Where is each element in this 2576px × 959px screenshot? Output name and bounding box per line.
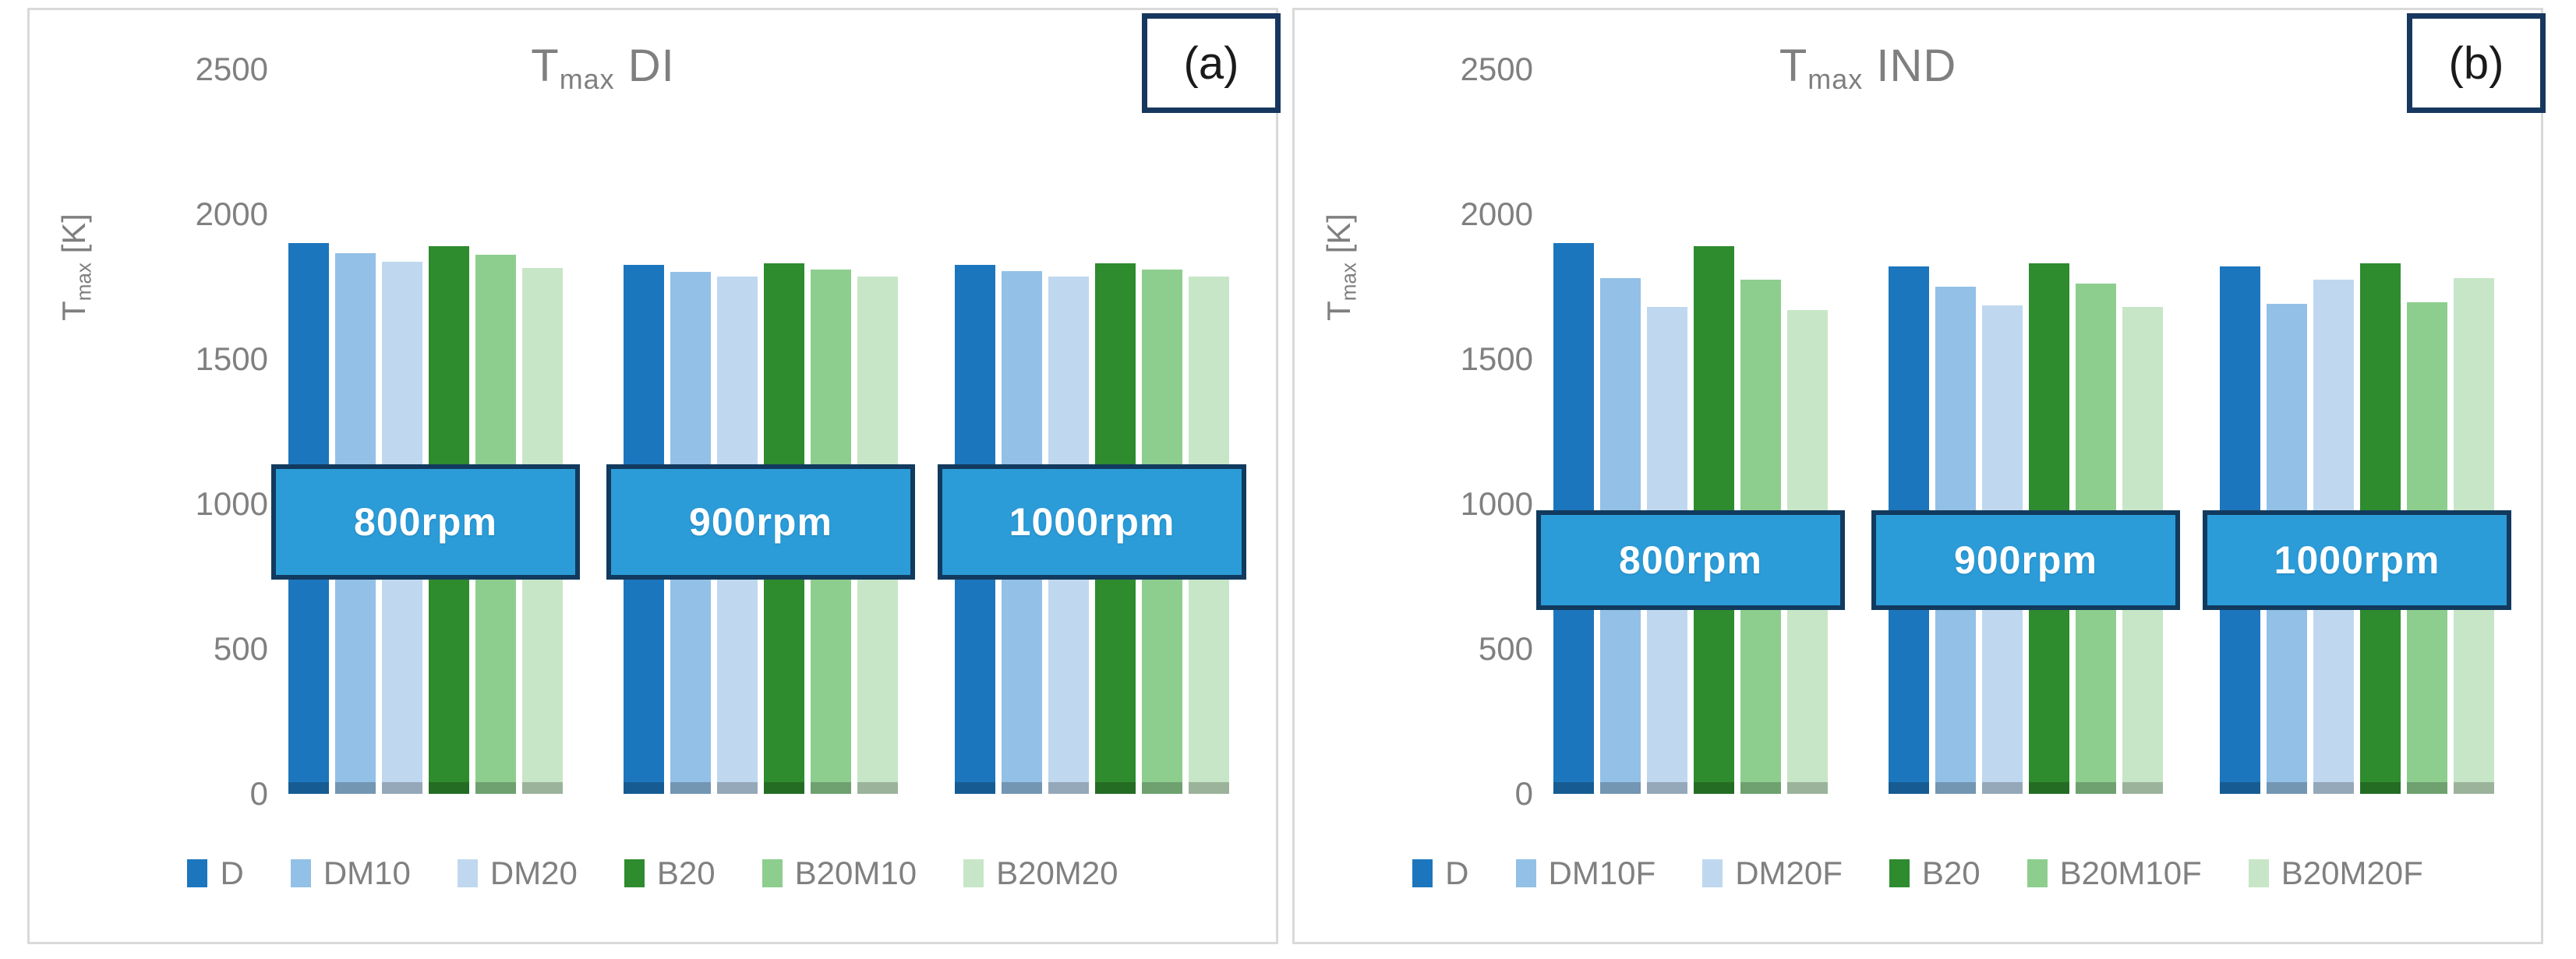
category-label-box-900rpm: 900rpm <box>1871 510 2180 610</box>
legend-item-D: D <box>187 855 244 892</box>
legend-swatch <box>624 859 645 887</box>
bar-group-800rpm <box>1553 69 1828 794</box>
legend-swatch <box>290 859 311 887</box>
subfigure-label: (b) <box>2448 37 2504 89</box>
legend-swatch <box>187 859 208 887</box>
category-label-box-800rpm: 800rpm <box>271 464 580 580</box>
y-tick-label: 2500 <box>1460 51 1533 87</box>
legend-label: DM10 <box>323 855 411 891</box>
legend-label: B20 <box>1921 855 1981 891</box>
category-label-box-1000rpm: 1000rpm <box>2203 510 2511 610</box>
category-label: 1000rpm <box>1009 500 1175 544</box>
category-label: 1000rpm <box>2274 538 2440 582</box>
legend-item-DM10F: DM10F <box>1515 855 1656 892</box>
plot-area: 800rpm 900rpm 1000rpm <box>1536 69 2511 794</box>
y-tick-label: 500 <box>1478 630 1533 667</box>
legend-label: B20M10F <box>2059 855 2202 891</box>
y-tick-label: 2000 <box>195 196 268 232</box>
legend-label: D <box>220 855 244 891</box>
category-label: 900rpm <box>689 500 832 544</box>
category-label: 800rpm <box>1619 538 1762 582</box>
legend-item-B20M10: B20M10 <box>761 855 917 892</box>
y-tick-label: 0 <box>1514 775 1533 812</box>
legend-swatch <box>457 859 478 887</box>
subfigure-label: (a) <box>1183 37 1239 89</box>
legend: D DM10 DM20 B20 B20M10 B20M20 <box>30 850 1276 897</box>
bar-group-1000rpm <box>955 69 1229 794</box>
legend-swatch <box>963 859 984 887</box>
chart-title: Tmax IND <box>1779 41 1957 96</box>
y-tick-label: 1000 <box>1460 485 1533 522</box>
category-label-box-900rpm: 900rpm <box>606 464 915 580</box>
bar-group-900rpm <box>1889 69 2163 794</box>
y-axis-ticks: 0 500 1000 1500 2000 2500 <box>30 51 268 812</box>
legend-swatch <box>2027 859 2048 887</box>
legend-item-DM20F: DM20F <box>1702 855 1843 892</box>
y-tick-label: 2000 <box>1460 196 1533 232</box>
legend-label: D <box>1445 855 1469 891</box>
legend-swatch <box>1412 859 1433 887</box>
chart-title: Tmax DI <box>531 41 675 96</box>
bar-group-800rpm <box>288 69 563 794</box>
y-tick-label: 1500 <box>1460 340 1533 377</box>
legend-item-B20: B20 <box>624 855 716 892</box>
y-tick-label: 1500 <box>195 340 268 377</box>
category-label: 900rpm <box>1954 538 2097 582</box>
chart-panel-tmax-ind: Tmax [K] Tmax IND (b) 0 500 1000 1500 2000 25… <box>1292 8 2546 944</box>
legend-item-B20: B20 <box>1889 855 1981 892</box>
category-label: 800rpm <box>354 500 497 544</box>
category-label-box-800rpm: 800rpm <box>1536 510 1845 610</box>
plot-area: 800rpm 900rpm 1000rpm <box>271 69 1246 794</box>
y-tick-label: 1000 <box>195 485 268 522</box>
legend-label: DM20F <box>1735 855 1843 891</box>
legend-label: B20M10 <box>794 855 917 891</box>
legend-item-B20M10F: B20M10F <box>2027 855 2202 892</box>
chart-panel-tmax-di: Tmax [K] Tmax DI (a) 0 500 1000 1500 2000 250… <box>27 8 1281 944</box>
legend: D DM10F DM20F B20 B20M10F B20M20F <box>1295 850 2541 897</box>
bar-group-1000rpm <box>2220 69 2494 794</box>
subfigure-label-box: (a) <box>1142 13 1281 113</box>
legend-swatch <box>1889 859 1910 887</box>
y-tick-label: 500 <box>213 630 268 667</box>
y-tick-label: 0 <box>249 775 268 812</box>
legend-label: B20M20 <box>996 855 1118 891</box>
bar-group-900rpm <box>624 69 898 794</box>
category-label-box-1000rpm: 1000rpm <box>938 464 1246 580</box>
legend-item-B20M20F: B20M20F <box>2248 855 2423 892</box>
y-tick-label: 2500 <box>195 51 268 87</box>
legend-item-DM20: DM20 <box>457 855 578 892</box>
legend-label: B20M20F <box>2281 855 2423 891</box>
legend-swatch <box>1515 859 1536 887</box>
legend-item-D: D <box>1412 855 1469 892</box>
legend-label: DM20 <box>489 855 578 891</box>
y-axis-ticks: 0 500 1000 1500 2000 2500 <box>1295 51 1533 812</box>
legend-item-DM10: DM10 <box>290 855 411 892</box>
legend-swatch <box>2248 859 2269 887</box>
subfigure-label-box: (b) <box>2407 13 2546 113</box>
legend-swatch <box>761 859 783 887</box>
legend-swatch <box>1702 859 1723 887</box>
legend-item-B20M20: B20M20 <box>963 855 1118 892</box>
legend-label: B20 <box>656 855 716 891</box>
legend-label: DM10F <box>1548 855 1656 891</box>
